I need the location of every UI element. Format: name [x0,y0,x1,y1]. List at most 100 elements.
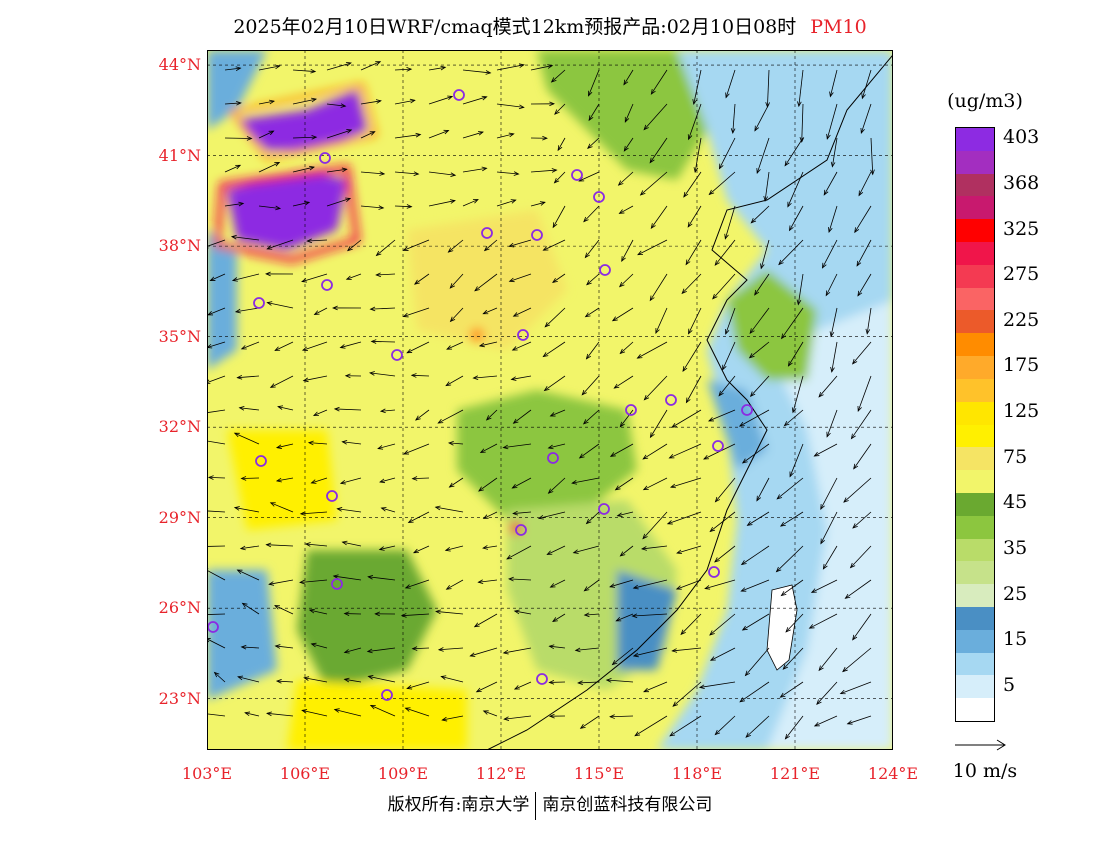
wind-arrow [632,647,668,658]
copyright: 版权所有:南京大学 南京创蓝科技有限公司 [0,790,1100,820]
wind-arrow [780,579,804,597]
wind-arrow [496,63,525,71]
wind-arrow [233,432,260,445]
wind-arrow [224,66,242,71]
wind-arrow [479,443,498,454]
wind-arrow [687,103,702,141]
wind-arrow [341,540,362,547]
wind-arrow [820,511,838,545]
legend-swatch [956,652,994,676]
wind-arrow [343,677,362,683]
wind-arrow [634,715,668,737]
wind-arrow [852,511,872,529]
wind-arrow [258,64,281,71]
wind-arrow [655,307,668,334]
wind-arrow [241,602,260,615]
wind-arrow [213,671,226,683]
wind-arrow [482,307,498,315]
wind-arrow [369,306,396,312]
wind-arrow [724,307,736,335]
wind-arrow [301,273,328,283]
wind-arrow [207,544,226,549]
wind-arrow [343,647,362,654]
wind-arrow [310,642,328,649]
city-marker [531,229,543,241]
wind-arrow [650,205,668,229]
wind-arrow [512,510,532,516]
lon-label: 103°E [181,764,233,783]
wind-arrow [631,613,668,619]
wind-arrow [552,273,566,283]
wind-arrow [672,681,702,707]
wind-arrow [360,171,386,176]
city-marker [453,89,465,101]
wind-arrow [530,201,546,207]
city-marker [481,227,493,239]
title-text: 2025年02月10日WRF/cmaq模式12km预报产品:02月10日08时 [233,16,797,38]
wind-arrow [797,69,804,108]
wind-arrow [574,647,600,653]
lat-label: 26°N [158,598,201,618]
wind-arrow [796,273,804,306]
wind-arrow [552,613,566,623]
wind-arrow [685,239,702,266]
wind-arrow [207,613,226,615]
wind-arrow [613,375,634,389]
city-marker [665,394,677,406]
wind-arrow [508,576,532,582]
city-marker [391,349,403,361]
wind-arrow [482,511,498,519]
wind-arrow [649,409,668,439]
wind-arrow [739,681,770,703]
wind-arrow [301,709,328,717]
wind-arrow [402,307,430,318]
wind-arrow [511,341,532,351]
legend-swatch [956,424,994,448]
city-marker [381,689,393,701]
wind-arrow [240,476,260,481]
wind-arrow [446,341,464,350]
wind-arrow [618,205,634,214]
wind-arrow [692,69,702,106]
wind-arrow [299,579,328,585]
wind-arrow [788,205,804,232]
wind-arrow [749,307,770,335]
wind-arrow [858,171,872,197]
wind-arrow [851,341,872,365]
forecast-map [207,50,893,750]
wind-arrow [326,167,348,173]
wind-arrow [583,612,600,618]
wind-arrow [302,375,328,383]
wind-arrow [448,477,464,488]
wind-arrow [571,477,600,485]
wind-arrow [821,239,838,269]
city-marker [625,404,637,416]
lat-label: 29°N [158,507,201,527]
wind-arrow [375,239,396,257]
legend-swatch [956,629,994,654]
wind-arrow [447,239,464,253]
wind-arrow [406,341,430,354]
legend-swatch [956,492,994,517]
wind-arrow [843,477,872,503]
wind-arrow [404,579,430,589]
legend-label: 175 [1003,354,1040,377]
wind-arrow [675,579,702,590]
wind-arrow [547,477,566,494]
wind-arrow [548,713,566,719]
wind-arrow [787,341,804,367]
wind-arrow [473,613,498,628]
wind-arrow [854,205,872,234]
wind-arrow [462,95,488,105]
wind-arrow [740,579,770,592]
wind-arrow [704,579,736,590]
wind-arrow [586,273,600,286]
wind-arrow [681,273,702,295]
wind-arrow [782,647,804,670]
wind-arrow [447,440,464,446]
wind-arrow [763,171,770,202]
city-marker [326,490,338,502]
wind-arrow [207,510,226,513]
wind-arrow [605,678,634,683]
copyright-left: 版权所有:南京大学 [387,795,530,815]
